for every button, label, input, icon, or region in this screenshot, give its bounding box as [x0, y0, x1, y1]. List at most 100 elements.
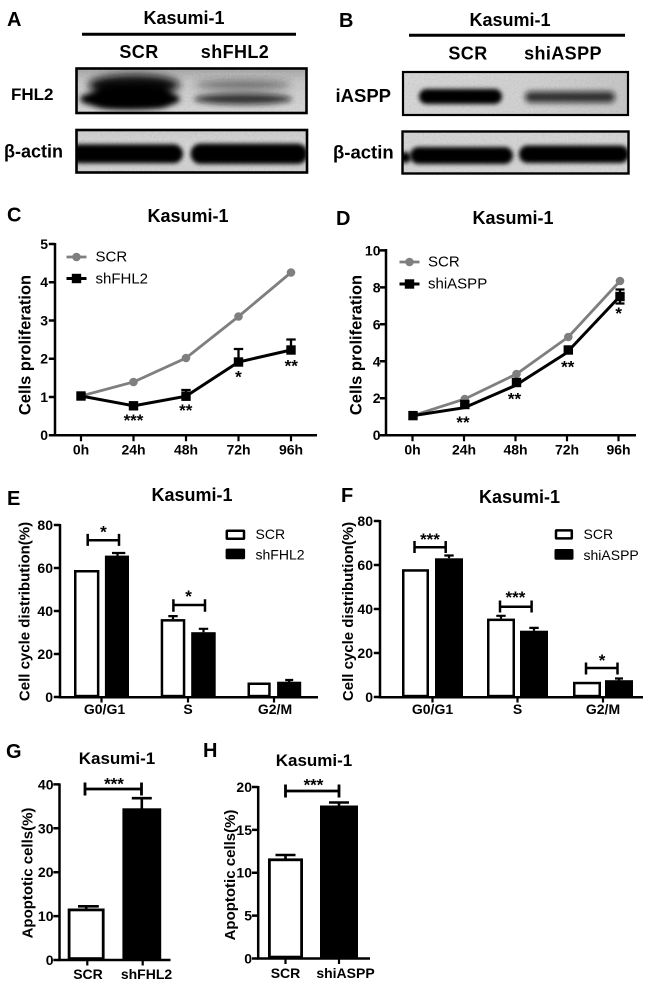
svg-text:Kasumi-1: Kasumi-1: [147, 206, 228, 226]
svg-text:Kasumi-1: Kasumi-1: [479, 487, 560, 507]
svg-text:6: 6: [373, 316, 381, 332]
svg-text:0h: 0h: [404, 442, 420, 458]
svg-text:iASPP: iASPP: [336, 85, 392, 106]
svg-text:**: **: [561, 357, 575, 376]
svg-text:S: S: [183, 701, 192, 717]
svg-text:40: 40: [38, 776, 54, 792]
svg-text:β-actin: β-actin: [333, 142, 394, 163]
svg-text:20: 20: [37, 646, 53, 662]
svg-text:20: 20: [357, 645, 373, 661]
svg-text:C: C: [7, 205, 21, 227]
svg-text:Kasumi-1: Kasumi-1: [472, 208, 553, 228]
svg-text:SCR: SCR: [584, 526, 614, 542]
svg-text:*: *: [615, 304, 622, 323]
svg-text:***: ***: [124, 411, 144, 430]
svg-text:24h: 24h: [121, 442, 145, 458]
svg-text:G2/M: G2/M: [586, 701, 620, 717]
svg-text:shFHL2: shFHL2: [121, 966, 173, 982]
svg-text:0: 0: [45, 689, 53, 705]
svg-text:SCR: SCR: [448, 44, 487, 64]
svg-text:80: 80: [37, 517, 53, 533]
svg-text:48h: 48h: [503, 442, 527, 458]
svg-text:G: G: [6, 741, 22, 763]
svg-text:0: 0: [365, 689, 373, 705]
svg-text:24h: 24h: [452, 442, 476, 458]
svg-text:SCR: SCR: [73, 966, 103, 982]
svg-text:3: 3: [40, 313, 48, 329]
svg-text:FHL2: FHL2: [11, 85, 54, 104]
svg-text:30: 30: [38, 820, 54, 836]
svg-text:Kasumi-1: Kasumi-1: [276, 751, 353, 770]
svg-text:A: A: [7, 9, 21, 31]
svg-text:F: F: [341, 485, 353, 507]
svg-text:S: S: [513, 701, 522, 717]
svg-text:20: 20: [236, 779, 252, 795]
svg-text:shiASPP: shiASPP: [584, 547, 639, 563]
svg-text:Kasumi-1: Kasumi-1: [143, 8, 224, 28]
svg-text:Cell cycle distribution(%): Cell cycle distribution(%): [340, 522, 357, 701]
svg-text:***: ***: [420, 530, 440, 549]
svg-text:15: 15: [236, 822, 252, 838]
svg-text:10: 10: [365, 242, 381, 258]
svg-text:*: *: [100, 522, 107, 541]
svg-text:20: 20: [38, 864, 54, 880]
svg-text:4: 4: [373, 353, 381, 369]
svg-text:60: 60: [357, 557, 373, 573]
svg-text:G2/M: G2/M: [258, 701, 292, 717]
svg-text:0: 0: [373, 427, 381, 443]
svg-text:8: 8: [373, 279, 381, 295]
svg-text:0: 0: [244, 951, 252, 967]
svg-text:shFHL2: shFHL2: [256, 547, 305, 563]
svg-text:G0/G1: G0/G1: [84, 701, 125, 717]
svg-text:H: H: [203, 740, 217, 762]
svg-text:SCR: SCR: [271, 965, 301, 981]
svg-text:0: 0: [40, 427, 48, 443]
svg-text:G0/G1: G0/G1: [412, 701, 453, 717]
svg-text:D: D: [336, 208, 350, 230]
svg-text:5: 5: [40, 236, 48, 252]
svg-text:SCR: SCR: [96, 249, 128, 266]
svg-text:1: 1: [40, 389, 48, 405]
svg-text:40: 40: [357, 601, 373, 617]
svg-text:Cells proliferation: Cells proliferation: [17, 275, 35, 415]
svg-text:shFHL2: shFHL2: [96, 271, 149, 288]
svg-text:*: *: [599, 651, 606, 670]
svg-text:***: ***: [304, 776, 324, 795]
svg-text:shiASPP: shiASPP: [524, 44, 602, 64]
svg-text:Cell cycle distribution(%): Cell cycle distribution(%): [17, 522, 34, 701]
svg-text:shiASPP: shiASPP: [428, 276, 487, 293]
svg-text:0: 0: [46, 952, 54, 968]
svg-text:shiASPP: shiASPP: [316, 965, 374, 981]
svg-text:2: 2: [40, 351, 48, 367]
svg-text:0h: 0h: [73, 442, 89, 458]
svg-text:72h: 72h: [226, 442, 250, 458]
svg-text:**: **: [179, 401, 193, 420]
svg-text:SCR: SCR: [119, 42, 158, 62]
svg-text:48h: 48h: [174, 442, 198, 458]
svg-text:10: 10: [38, 908, 54, 924]
svg-text:SCR: SCR: [256, 526, 286, 542]
svg-text:***: ***: [104, 774, 124, 793]
svg-text:40: 40: [37, 603, 53, 619]
svg-text:β-actin: β-actin: [4, 142, 63, 162]
svg-text:2: 2: [373, 390, 381, 406]
svg-text:Apoptotic cells(%): Apoptotic cells(%): [20, 808, 37, 939]
svg-text:*: *: [185, 587, 192, 606]
svg-text:Apoptotic cells(%): Apoptotic cells(%): [222, 810, 239, 941]
svg-text:**: **: [508, 390, 522, 409]
svg-text:60: 60: [37, 560, 53, 576]
svg-text:4: 4: [40, 274, 48, 290]
svg-text:5: 5: [244, 908, 252, 924]
svg-text:Kasumi-1: Kasumi-1: [469, 10, 550, 30]
svg-text:Kasumi-1: Kasumi-1: [79, 749, 156, 768]
svg-text:E: E: [7, 488, 20, 510]
svg-text:shFHL2: shFHL2: [201, 42, 269, 62]
svg-text:*: *: [235, 368, 242, 387]
svg-text:80: 80: [357, 513, 373, 529]
svg-text:96h: 96h: [606, 442, 630, 458]
svg-text:72h: 72h: [555, 442, 579, 458]
svg-text:**: **: [456, 413, 470, 432]
svg-text:***: ***: [505, 588, 525, 607]
svg-text:96h: 96h: [279, 442, 303, 458]
svg-text:SCR: SCR: [428, 254, 460, 271]
